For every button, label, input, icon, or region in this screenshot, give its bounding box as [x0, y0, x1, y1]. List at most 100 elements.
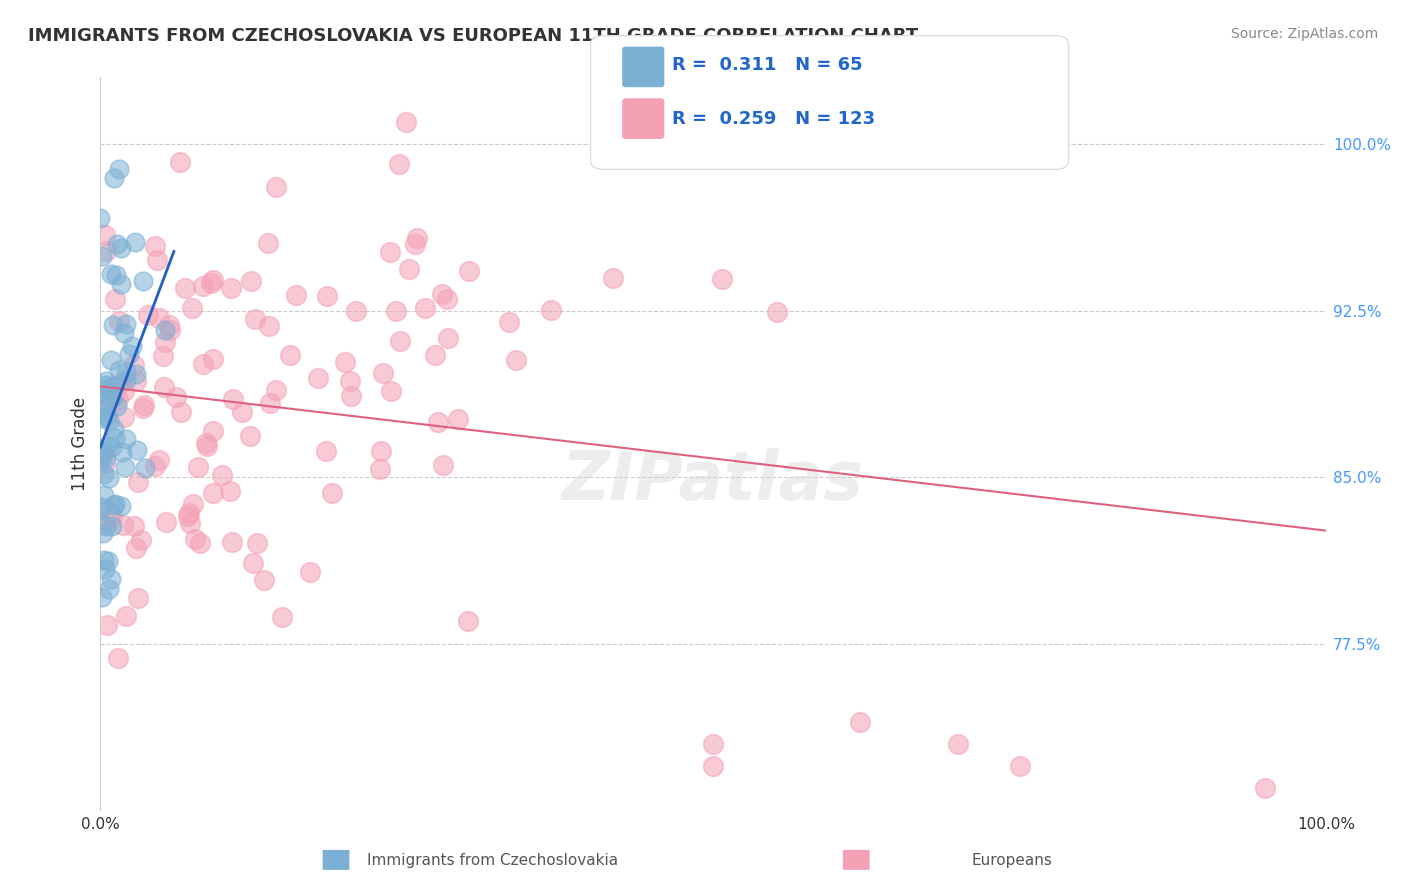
Point [602, 271, 624, 285]
Point [90, 403, 112, 417]
Text: Immigrants from Czechoslovakia: Immigrants from Czechoslovakia [367, 854, 617, 868]
Point [89, 211, 111, 225]
Point [157, 318, 180, 332]
Point [195, 438, 218, 452]
Point [194, 435, 217, 450]
Point [917, 115, 939, 129]
Point [93, 467, 115, 481]
Point [100, 381, 122, 395]
Point [505, 353, 527, 368]
Point [371, 366, 394, 380]
Point [98, 413, 121, 427]
Point [97, 554, 120, 568]
Point [105, 399, 128, 413]
Point [91, 447, 114, 461]
Point [271, 610, 294, 624]
Point [132, 401, 155, 415]
Point [388, 156, 411, 170]
Point [101, 519, 124, 533]
Point [181, 301, 204, 315]
Text: Source: ZipAtlas.com: Source: ZipAtlas.com [1230, 27, 1378, 41]
Point [159, 323, 181, 337]
Point [121, 339, 143, 353]
Point [104, 431, 127, 445]
Point [264, 179, 287, 194]
Point [219, 483, 242, 498]
Point [257, 235, 280, 250]
Point [91, 387, 114, 401]
Point [114, 318, 136, 332]
Point [103, 318, 125, 333]
Point [90, 500, 112, 514]
Point [134, 461, 156, 475]
Point [112, 409, 135, 424]
Point [398, 262, 420, 277]
Point [179, 506, 201, 520]
Point [103, 422, 125, 436]
Point [385, 304, 408, 318]
Point [184, 532, 207, 546]
Point [90, 454, 112, 468]
Text: Europeans: Europeans [972, 854, 1053, 868]
Point [458, 263, 481, 277]
Point [702, 737, 724, 751]
Point [124, 367, 146, 381]
Point [335, 354, 357, 368]
Point [127, 475, 149, 489]
Point [125, 541, 148, 556]
Point [179, 516, 201, 531]
Point [170, 405, 193, 419]
Point [201, 351, 224, 366]
Point [380, 384, 402, 398]
Point [134, 398, 156, 412]
Point [90, 590, 112, 604]
Point [340, 389, 363, 403]
Point [100, 391, 122, 405]
Point [1008, 759, 1031, 773]
Point [344, 304, 367, 318]
Point [100, 573, 122, 587]
Point [127, 591, 149, 605]
Point [93, 393, 115, 408]
Point [201, 424, 224, 438]
Point [299, 565, 322, 579]
Point [321, 486, 343, 500]
Point [148, 453, 170, 467]
Point [96, 381, 118, 395]
Point [112, 326, 135, 340]
Point [447, 412, 470, 426]
Point [316, 289, 339, 303]
Point [94, 244, 117, 258]
Point [219, 281, 242, 295]
Point [103, 379, 125, 393]
Point [231, 405, 253, 419]
Point [245, 311, 267, 326]
Point [115, 365, 138, 379]
Point [94, 227, 117, 242]
Point [849, 714, 872, 729]
Point [93, 399, 115, 413]
Point [118, 347, 141, 361]
Point [104, 292, 127, 306]
Point [90, 410, 112, 425]
Point [107, 161, 129, 176]
Point [380, 245, 402, 260]
Point [107, 651, 129, 665]
Point [246, 536, 269, 550]
Point [110, 277, 132, 292]
Point [97, 470, 120, 484]
Point [91, 526, 114, 541]
Point [111, 445, 134, 459]
Point [143, 458, 166, 473]
Point [101, 440, 124, 454]
Point [100, 268, 122, 282]
Point [107, 392, 129, 407]
Point [176, 509, 198, 524]
Point [94, 450, 117, 465]
Point [115, 609, 138, 624]
Point [169, 155, 191, 169]
Point [202, 485, 225, 500]
Point [110, 241, 132, 255]
Point [124, 235, 146, 249]
Point [136, 308, 159, 322]
